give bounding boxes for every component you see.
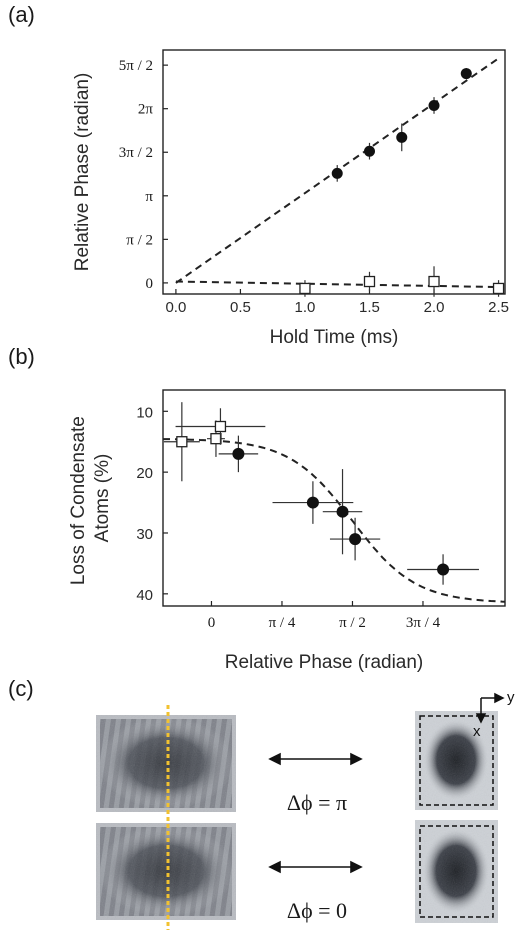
axis-label-x: x — [473, 723, 481, 740]
data-point-b — [306, 496, 319, 509]
data-point-b — [437, 563, 450, 576]
data-point-a — [363, 145, 375, 157]
x-tick-label-a: 0.0 — [165, 299, 186, 316]
double-arrow-top — [268, 752, 363, 766]
data-point-a — [428, 275, 440, 288]
panel-label-a: (a) — [8, 2, 35, 27]
data-point-b — [176, 436, 188, 448]
y-tick-label-a: π — [145, 189, 153, 205]
y-axis-title-b-line1: Loss of Condensate — [68, 416, 89, 585]
data-point-a — [396, 131, 408, 143]
delta-phi-label-top: Δϕ = π — [287, 790, 347, 815]
axis-label-y: y — [507, 689, 515, 706]
data-point-b — [336, 505, 349, 518]
y-tick-label-a: 3π / 2 — [119, 145, 153, 161]
data-point-b — [214, 420, 227, 433]
x-tick-label-b: 0 — [208, 615, 216, 631]
data-point-a — [331, 167, 343, 179]
panel-label-c: (c) — [8, 676, 34, 701]
delta-phi-label-bottom: Δϕ = 0 — [287, 898, 347, 923]
data-point-b — [232, 447, 245, 460]
x-axis-title-b: Relative Phase (radian) — [225, 652, 424, 673]
coordinate-axes-icon — [475, 692, 505, 724]
y-tick-label-a: 0 — [146, 276, 154, 292]
y-tick-label-b: 30 — [136, 526, 153, 543]
data-point-a — [299, 282, 311, 295]
data-point-a — [363, 275, 376, 288]
y-axis-title-b: Loss of Condensate Atoms (%) — [68, 411, 113, 585]
data-point-b — [349, 533, 362, 546]
image-bottom-left — [96, 823, 236, 920]
double-arrow-bottom — [268, 860, 363, 874]
data-point-a — [492, 282, 505, 295]
y-tick-label-b: 10 — [136, 404, 153, 421]
x-tick-label-b: 3π / 4 — [406, 615, 441, 631]
y-axis-title-b-line2: Atoms (%) — [92, 454, 113, 543]
plot-frame-b — [162, 389, 506, 607]
chart-b: 0 π / 4 π / 2 3π / 4 10 20 30 40 Relative Phas… — [68, 389, 506, 673]
panel-label-b: (b) — [8, 344, 35, 369]
y-tick-label-a: 5π / 2 — [119, 58, 153, 74]
image-top-left — [96, 715, 236, 812]
image-bottom-right — [415, 820, 498, 923]
data-point-a — [460, 68, 472, 80]
chart-a: 0.0 0.5 1.0 1.5 2.0 2.5 0 π / 2 π 3π / 2 2π 5π / 2… — [72, 49, 509, 348]
fit-line-a — [175, 280, 499, 289]
x-tick-label-a: 1.0 — [295, 299, 316, 316]
x-tick-label-a: 2.5 — [488, 299, 509, 316]
y-tick-label-b: 20 — [136, 465, 153, 482]
x-tick-label-b: π / 4 — [269, 615, 296, 631]
y-axis-title-a: Relative Phase (radian) — [72, 73, 93, 272]
plot-frame-a — [162, 49, 506, 295]
x-tick-label-a: 2.0 — [424, 299, 445, 316]
fit-curve-b — [163, 438, 506, 603]
y-tick-label-a: π / 2 — [126, 232, 153, 248]
panel-c: Δϕ = π Δϕ = 0 y x — [96, 689, 515, 930]
image-top-right — [415, 711, 498, 810]
x-tick-label-a: 1.5 — [359, 299, 380, 316]
y-tick-label-a: 2π — [138, 102, 154, 118]
x-tick-label-b: π / 2 — [339, 615, 366, 631]
y-tick-label-b: 40 — [136, 587, 153, 604]
data-point-b — [210, 433, 222, 445]
x-axis-title-a: Hold Time (ms) — [270, 327, 399, 348]
data-point-a — [428, 99, 440, 111]
x-tick-label-a: 0.5 — [230, 299, 251, 316]
